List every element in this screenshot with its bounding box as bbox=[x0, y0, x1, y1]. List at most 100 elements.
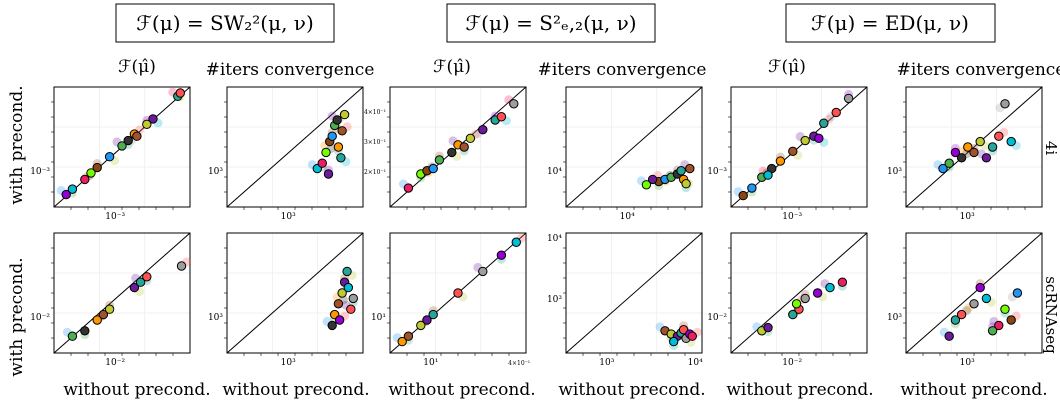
y-tick-label: 2×10⁻¹ bbox=[364, 169, 386, 176]
data-point bbox=[123, 135, 133, 146]
data-point bbox=[333, 142, 344, 152]
data-point bbox=[337, 288, 347, 298]
y-tick-label: 10³ bbox=[208, 313, 223, 323]
data-point bbox=[825, 282, 835, 293]
x-tick-label: 10³ bbox=[599, 358, 614, 368]
data-point bbox=[994, 320, 1004, 331]
data-point bbox=[142, 119, 152, 130]
identity-line bbox=[730, 232, 868, 354]
y-tick-label: 10⁻² bbox=[30, 313, 50, 323]
data-point bbox=[333, 299, 344, 309]
x-tick-label: 10⁻² bbox=[105, 358, 125, 368]
column-title-1-text: ℱ(μ) = SW₂²(μ, ν) bbox=[136, 11, 314, 35]
data-point bbox=[98, 309, 109, 320]
y-tick-label: 3×10⁻¹ bbox=[364, 139, 386, 146]
panel-4i-4: 10⁴ 10⁴ bbox=[547, 86, 703, 222]
data-point bbox=[950, 147, 961, 158]
data-point bbox=[681, 179, 691, 189]
data-point bbox=[453, 288, 463, 298]
data-point bbox=[92, 315, 102, 325]
data-point bbox=[738, 190, 748, 201]
data-point bbox=[317, 158, 327, 168]
data-point bbox=[987, 142, 998, 152]
xlabel-2: without precond. bbox=[222, 380, 369, 400]
subtitle-4: #iters convergence bbox=[538, 60, 707, 80]
y-tick-label: 10⁴ bbox=[547, 234, 562, 244]
data-point bbox=[348, 293, 358, 304]
panel-4i-2: 10³ 10³ bbox=[208, 86, 364, 222]
data-point bbox=[422, 315, 432, 325]
panel-scRNAseq-5: 10⁻² 10⁻² bbox=[707, 232, 868, 368]
y-tick-label: 10³ bbox=[887, 313, 902, 323]
identity-line bbox=[565, 86, 703, 208]
data-point bbox=[148, 114, 158, 124]
y-tick-label: 10⁻³ bbox=[30, 167, 50, 177]
data-point bbox=[837, 277, 848, 287]
data-point bbox=[950, 315, 961, 325]
data-point bbox=[459, 142, 469, 152]
y-tick-label: 10³ bbox=[887, 167, 902, 177]
data-point bbox=[981, 293, 992, 304]
data-point bbox=[129, 282, 140, 293]
identity-line bbox=[905, 86, 1043, 208]
panel-4i-1: 10⁻³ 10⁻³ bbox=[30, 86, 191, 222]
data-point bbox=[819, 118, 829, 128]
data-point bbox=[938, 163, 948, 174]
data-point bbox=[1006, 315, 1016, 325]
panel-scRNAseq-3: 10¹ 4×10⁻¹ 10¹ bbox=[371, 232, 530, 368]
data-point bbox=[403, 331, 414, 341]
ylabel-row2: with precond. bbox=[7, 257, 27, 376]
column-title-2: ℱ(μ) = S²ₑ,₂(μ, ν) bbox=[446, 3, 656, 43]
x-tick-label: 10³ bbox=[281, 212, 296, 222]
data-point bbox=[337, 126, 347, 136]
subtitle-2: #iters convergence bbox=[206, 60, 375, 80]
data-point bbox=[963, 142, 973, 152]
xlabel-3: without precond. bbox=[388, 380, 535, 400]
data-point bbox=[428, 309, 438, 320]
data-point bbox=[346, 304, 356, 314]
x-tick-label: 10³ bbox=[960, 358, 975, 368]
data-point bbox=[775, 156, 786, 166]
data-point bbox=[61, 189, 71, 200]
x-tick-label: 10¹ bbox=[423, 358, 438, 368]
data-point bbox=[969, 147, 979, 158]
data-point bbox=[944, 331, 954, 341]
identity-line bbox=[226, 86, 364, 208]
data-point bbox=[1000, 304, 1010, 314]
data-point bbox=[763, 170, 773, 180]
data-point bbox=[814, 133, 824, 144]
xlabel-4: without precond. bbox=[558, 380, 705, 400]
data-point bbox=[800, 293, 810, 304]
data-point bbox=[668, 336, 679, 347]
data-point bbox=[944, 158, 954, 168]
panel-scRNAseq-4: 10³ 10⁴ 10⁴ 10³ bbox=[547, 232, 703, 368]
data-point bbox=[987, 326, 998, 336]
data-point bbox=[800, 135, 810, 146]
data-point bbox=[676, 166, 686, 176]
data-point bbox=[67, 184, 78, 194]
data-point bbox=[434, 155, 445, 165]
data-point bbox=[336, 153, 346, 163]
data-point bbox=[843, 93, 854, 104]
data-point bbox=[791, 299, 802, 309]
panel-4i-6: 10³ 10³ bbox=[887, 86, 1043, 222]
panel-scRNAseq-1: 10⁻² 10⁻² bbox=[30, 232, 192, 368]
identity-line bbox=[565, 232, 703, 354]
x-tick-label: 4×10⁻¹ bbox=[508, 360, 530, 367]
xlabel-5: without precond. bbox=[726, 380, 873, 400]
identity-line bbox=[905, 232, 1043, 354]
data-point bbox=[339, 109, 350, 120]
data-point bbox=[994, 131, 1004, 141]
data-point bbox=[323, 169, 334, 179]
data-point bbox=[496, 250, 507, 260]
data-point bbox=[321, 147, 331, 158]
data-point bbox=[969, 299, 979, 309]
row-label-scrnaseq: scRNAseq bbox=[1042, 276, 1060, 354]
panel-scRNAseq-6: 10³ 10³ bbox=[887, 232, 1043, 368]
data-point bbox=[511, 237, 521, 247]
x-tick-label: 10⁻³ bbox=[782, 212, 802, 222]
data-point bbox=[342, 266, 352, 277]
data-point bbox=[981, 153, 992, 163]
column-title-1: ℱ(μ) = SW₂²(μ, ν) bbox=[115, 3, 335, 43]
